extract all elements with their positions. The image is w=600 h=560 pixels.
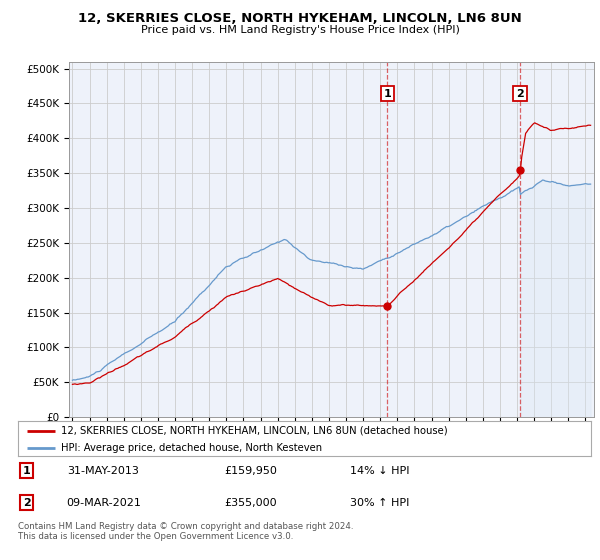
Text: 2: 2 [516,88,524,99]
Text: 14% ↓ HPI: 14% ↓ HPI [350,466,410,476]
Text: 30% ↑ HPI: 30% ↑ HPI [350,498,410,508]
Text: 12, SKERRIES CLOSE, NORTH HYKEHAM, LINCOLN, LN6 8UN: 12, SKERRIES CLOSE, NORTH HYKEHAM, LINCO… [78,12,522,25]
Text: £355,000: £355,000 [224,498,277,508]
Text: 09-MAR-2021: 09-MAR-2021 [67,498,142,508]
Text: 1: 1 [23,466,31,476]
Text: £159,950: £159,950 [224,466,277,476]
Text: 1: 1 [383,88,391,99]
Text: Price paid vs. HM Land Registry's House Price Index (HPI): Price paid vs. HM Land Registry's House … [140,25,460,35]
Text: 12, SKERRIES CLOSE, NORTH HYKEHAM, LINCOLN, LN6 8UN (detached house): 12, SKERRIES CLOSE, NORTH HYKEHAM, LINCO… [61,426,448,436]
Text: Contains HM Land Registry data © Crown copyright and database right 2024.
This d: Contains HM Land Registry data © Crown c… [18,522,353,542]
Text: 2: 2 [23,498,31,508]
Text: 31-MAY-2013: 31-MAY-2013 [67,466,139,476]
Text: HPI: Average price, detached house, North Kesteven: HPI: Average price, detached house, Nort… [61,442,322,452]
